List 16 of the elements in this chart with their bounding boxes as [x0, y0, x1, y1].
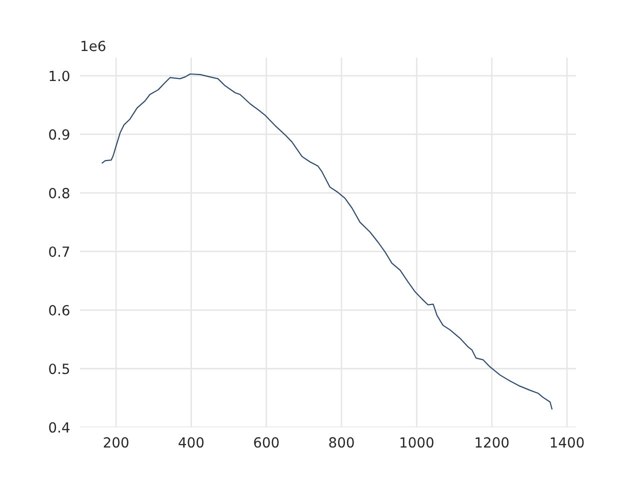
- x-tick-label: 1200: [476, 437, 509, 448]
- x-tick-label: 400: [178, 437, 204, 448]
- y-tick-label: 0.9: [49, 129, 70, 140]
- x-tick-label: 800: [329, 437, 354, 448]
- x-tick-label: 1400: [550, 437, 584, 448]
- x-tick-label: 200: [104, 437, 128, 448]
- y-tick-label: 0.4: [49, 422, 70, 433]
- y-tick-label: 0.5: [49, 364, 70, 374]
- line-series: [102, 73, 553, 410]
- text: 1e6: [82, 40, 106, 52]
- y-tick-label: 1.0: [50, 70, 70, 82]
- y-tick-label: 0.7: [49, 246, 70, 257]
- x-tick-label: 1000: [400, 437, 434, 448]
- x-tick-label: 600: [254, 437, 279, 448]
- y-tick-label: 0.6: [49, 305, 70, 316]
- y-tick-label: 0.8: [49, 188, 70, 198]
